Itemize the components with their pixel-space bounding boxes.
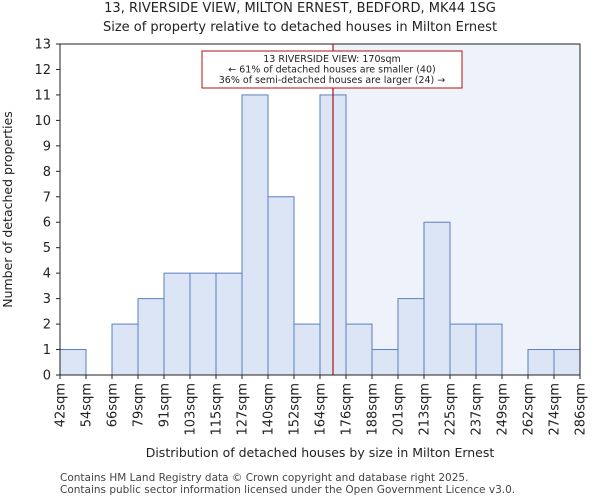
histogram-bar: [215, 272, 243, 376]
x-tick-label: 103sqm: [184, 383, 199, 436]
histogram-bar: [553, 349, 581, 376]
histogram-bar: [423, 221, 451, 376]
x-axis-label: Distribution of detached houses by size …: [146, 445, 495, 460]
histogram-bar: [163, 272, 191, 376]
y-tick-label: 12: [34, 63, 51, 78]
y-tick-label: 8: [43, 165, 51, 180]
x-tick-label: 188sqm: [366, 383, 381, 436]
histogram-bar: [397, 298, 425, 376]
y-tick-label: 11: [34, 88, 51, 103]
y-tick-label: 5: [43, 241, 51, 256]
y-tick-label: 10: [34, 114, 51, 129]
annotation-line: 36% of semi-detached houses are larger (…: [219, 75, 446, 86]
y-tick-label: 3: [43, 292, 51, 307]
y-tick-label: 1: [43, 343, 51, 358]
x-tick-label: 140sqm: [262, 383, 277, 436]
annotation-line: ← 61% of detached houses are smaller (40…: [228, 65, 435, 76]
histogram-bar: [449, 323, 477, 376]
x-tick-label: 79sqm: [132, 383, 147, 427]
x-tick-label: 42sqm: [54, 383, 69, 427]
y-tick-label: 13: [34, 38, 51, 53]
y-tick-label: 0: [43, 369, 51, 384]
x-tick-label: 262sqm: [522, 383, 537, 436]
x-tick-label: 286sqm: [574, 383, 589, 436]
y-axis-label: Number of detached properties: [0, 111, 15, 308]
histogram-bar: [137, 298, 165, 376]
y-tick-label: 7: [43, 190, 51, 205]
x-tick-label: 176sqm: [340, 383, 355, 436]
y-tick-label: 4: [43, 267, 51, 282]
x-tick-label: 152sqm: [288, 383, 303, 436]
x-tick-label: 127sqm: [236, 383, 251, 436]
x-tick-label: 274sqm: [548, 383, 563, 436]
annotation-box: 13 RIVERSIDE VIEW: 170sqm ← 61% of detac…: [201, 50, 463, 89]
annotation-line: 13 RIVERSIDE VIEW: 170sqm: [263, 54, 401, 65]
histogram-bar: [293, 323, 321, 376]
histogram-bar: [189, 272, 217, 376]
histogram-bar: [59, 349, 87, 376]
x-tick-label: 91sqm: [158, 383, 173, 427]
x-tick-label: 225sqm: [444, 383, 459, 436]
highlight-region: [333, 44, 580, 375]
histogram-bar: [475, 323, 503, 376]
x-tick-label: 66sqm: [106, 383, 121, 427]
x-tick-label: 249sqm: [496, 383, 511, 436]
y-tick-label: 6: [43, 216, 51, 231]
histogram-bar: [345, 323, 373, 376]
y-tick-label: 2: [43, 318, 51, 333]
histogram-bar: [267, 196, 295, 376]
chart-subtitle: Size of property relative to detached ho…: [102, 20, 498, 35]
footer-licence: Contains public sector information licen…: [60, 484, 516, 496]
annotation-border: [201, 50, 463, 89]
histogram-bar: [241, 94, 269, 376]
histogram-bar: [111, 323, 139, 376]
x-tick-label: 201sqm: [392, 383, 407, 436]
x-tick-label: 164sqm: [314, 383, 329, 436]
y-tick-label: 9: [43, 139, 51, 154]
chart-title: 13, RIVERSIDE VIEW, MILTON ERNEST, BEDFO…: [104, 1, 496, 16]
x-tick-label: 115sqm: [210, 383, 225, 436]
histogram-bar: [527, 349, 555, 376]
histogram-bar: [371, 349, 399, 376]
x-tick-label: 213sqm: [418, 383, 433, 436]
x-tick-label: 54sqm: [80, 383, 95, 427]
footer-copyright: Contains HM Land Registry data © Crown c…: [60, 472, 469, 484]
x-tick-label: 237sqm: [470, 383, 485, 436]
